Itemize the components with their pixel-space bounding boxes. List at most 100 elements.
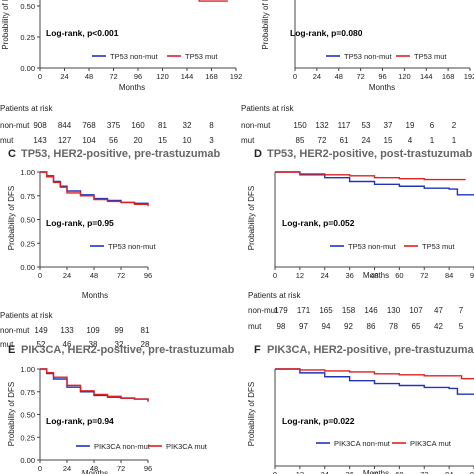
risk-count: 1: [452, 136, 457, 145]
x-tick-label: 24: [321, 470, 329, 474]
logrank-pvalue: Log-rank, p=0.94: [46, 416, 114, 426]
risk-count: 98: [277, 322, 286, 331]
x-tick-label: 96: [470, 271, 474, 280]
risk-count: 38: [89, 340, 98, 349]
risk-table-header: Patients at risk: [0, 104, 53, 113]
risk-row-label: mut: [248, 322, 262, 331]
logrank-pvalue: Log-rank, p=0.052: [282, 218, 355, 228]
logrank-pvalue: Log-rank, p=0.080: [290, 28, 363, 38]
x-tick-label: 120: [156, 72, 169, 81]
y-tick-label: 0.00: [20, 263, 35, 272]
risk-count: 158: [342, 306, 356, 315]
legend-label: TP53 mut: [414, 52, 447, 61]
logrank-pvalue: Log-rank, p<0.001: [46, 28, 119, 38]
x-axis-label: Months: [363, 271, 389, 280]
x-tick-label: 96: [378, 72, 386, 81]
x-axis-label: Months: [363, 469, 389, 474]
x-tick-label: 72: [109, 72, 117, 81]
panel-title: PIK3CA, HER2-positive, pre-trastuzumab: [21, 344, 235, 356]
risk-count: 37: [384, 121, 393, 130]
risk-count: 1: [430, 136, 435, 145]
risk-count: 109: [86, 326, 100, 335]
km-curve-mut: [198, 0, 228, 2]
km-curve-non-mut: [40, 368, 149, 401]
risk-count: 47: [434, 306, 443, 315]
risk-row-label: non-mut: [0, 326, 30, 335]
x-axis-label: Months: [369, 83, 395, 92]
x-tick-label: 0: [38, 271, 42, 280]
risk-count: 65: [412, 322, 421, 331]
legend-label: PIK3CA mut: [410, 439, 452, 448]
legend-label: PIK3CA non-mut: [334, 439, 391, 448]
x-tick-label: 84: [445, 271, 453, 280]
risk-row-label: mut: [241, 136, 255, 145]
risk-count: 3: [209, 136, 214, 145]
x-tick-label: 24: [313, 72, 321, 81]
risk-row-label: non-mut: [0, 121, 30, 130]
x-tick-label: 72: [356, 72, 364, 81]
risk-count: 28: [141, 340, 150, 349]
risk-count: 146: [364, 306, 378, 315]
risk-count: 10: [183, 136, 192, 145]
risk-count: 42: [434, 322, 443, 331]
y-tick-label: 1.00: [20, 168, 35, 177]
km-curve-non-mut: [275, 368, 474, 395]
risk-count: 908: [33, 121, 47, 130]
y-tick-label: 0.50: [20, 216, 35, 225]
panel-letter: E: [8, 344, 15, 356]
y-axis-label: Probability of DF: [261, 0, 270, 50]
risk-count: 149: [34, 326, 48, 335]
x-tick-label: 60: [395, 470, 403, 474]
risk-count: 92: [344, 322, 353, 331]
panel-title: TP53, HER2-positive, pre-trastuzumab: [21, 148, 221, 160]
risk-count: 2: [452, 121, 457, 130]
x-tick-label: 168: [442, 72, 455, 81]
x-tick-label: 72: [420, 470, 428, 474]
x-tick-label: 0: [38, 464, 42, 473]
risk-count: 165: [319, 306, 333, 315]
x-tick-label: 120: [398, 72, 411, 81]
risk-count: 24: [362, 136, 371, 145]
risk-count: 78: [389, 322, 398, 331]
x-tick-label: 72: [117, 271, 125, 280]
risk-table-header: Patients at risk: [0, 311, 53, 320]
risk-count: 4: [408, 136, 413, 145]
panel-d: D TP53, HER2-positive, post-trastuzumab 0 1…: [247, 148, 474, 331]
panel-letter: F: [254, 344, 261, 356]
panel-c: C TP53, HER2-positive, pre-trastuzumab 1.0…: [0, 148, 221, 349]
risk-count: 127: [58, 136, 72, 145]
x-tick-label: 96: [144, 271, 152, 280]
risk-count: 143: [33, 136, 47, 145]
risk-count: 46: [63, 340, 72, 349]
panel-letter: D: [254, 148, 262, 160]
km-curve-mut: [275, 368, 474, 380]
y-tick-label: 0.25: [20, 33, 35, 42]
risk-count: 32: [183, 121, 192, 130]
risk-count: 81: [141, 326, 150, 335]
legend-label: TP53 mut: [422, 242, 455, 251]
legend-label: PIK3CA mut: [166, 442, 208, 451]
y-axis-label: Probability of DFS: [247, 382, 256, 446]
x-tick-label: 12: [296, 271, 304, 280]
km-curve-non-mut: [275, 171, 474, 196]
y-tick-label: 0.75: [20, 192, 35, 201]
logrank-pvalue: Log-rank, p=0.022: [282, 416, 355, 426]
y-tick-label: 0.75: [20, 388, 35, 397]
risk-count: 20: [134, 136, 143, 145]
x-tick-label: 72: [117, 464, 125, 473]
legend-label: TP53 mut: [185, 52, 218, 61]
risk-count: 375: [107, 121, 121, 130]
x-tick-label: 96: [470, 470, 474, 474]
y-axis-label: Probability of DFS: [7, 382, 16, 446]
risk-count: 130: [387, 306, 401, 315]
legend-label: TP53 non-mut: [348, 242, 396, 251]
x-tick-label: 192: [230, 72, 243, 81]
y-tick-label: 0.25: [20, 433, 35, 442]
x-tick-label: 168: [205, 72, 218, 81]
legend-label: TP53 non-mut: [344, 52, 392, 61]
x-tick-label: 96: [144, 464, 152, 473]
x-tick-label: 24: [321, 271, 329, 280]
risk-count: 15: [384, 136, 393, 145]
x-tick-label: 36: [345, 470, 353, 474]
risk-table-header: Patients at risk: [241, 104, 294, 113]
